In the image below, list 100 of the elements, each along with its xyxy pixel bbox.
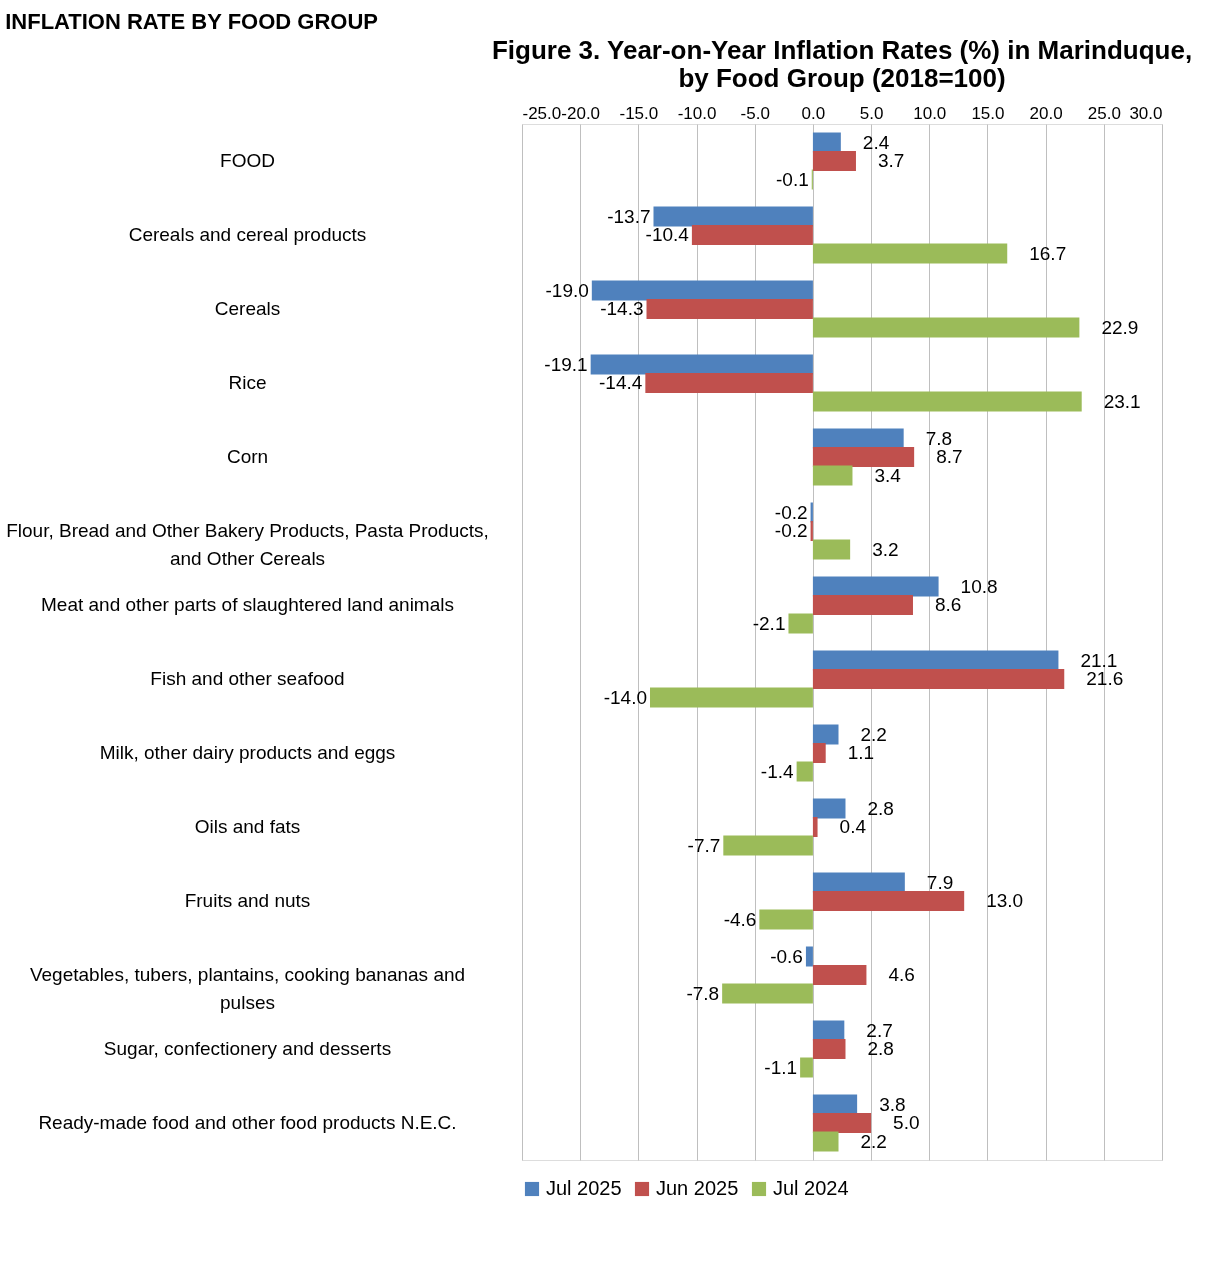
bar bbox=[805, 946, 813, 967]
bar bbox=[653, 206, 813, 227]
text: by Food Group (2018=100) bbox=[678, 63, 1006, 93]
bar bbox=[723, 835, 813, 856]
bar bbox=[812, 1039, 846, 1059]
data-label: -19.0 bbox=[545, 279, 589, 301]
bar bbox=[812, 243, 1008, 264]
data-label: -4.6 bbox=[723, 908, 757, 930]
data-label: 4.6 bbox=[888, 964, 915, 985]
data-label: 2.8 bbox=[867, 1038, 894, 1059]
data-label: 2.7 bbox=[866, 1019, 893, 1041]
bar bbox=[722, 983, 813, 1004]
data-label: 2.4 bbox=[862, 131, 890, 153]
bar bbox=[812, 743, 826, 763]
data-label: -14.0 bbox=[603, 686, 647, 708]
bar bbox=[812, 317, 1080, 338]
data-label: 2.2 bbox=[860, 1130, 887, 1152]
data-label: 3.8 bbox=[879, 1093, 906, 1115]
data-label: 13.0 bbox=[986, 890, 1024, 911]
y-tick-label: FOOD bbox=[220, 150, 275, 171]
bar bbox=[645, 373, 813, 393]
data-label: 8.6 bbox=[934, 594, 962, 615]
bar bbox=[812, 1113, 872, 1133]
legend-label: Jul 2024 bbox=[773, 1177, 849, 1199]
data-label: 3.2 bbox=[872, 538, 899, 560]
bar bbox=[812, 391, 1082, 412]
bar bbox=[812, 724, 839, 745]
bar bbox=[590, 354, 813, 375]
data-label: 21.6 bbox=[1086, 668, 1124, 689]
x-tick-label: -25.0 bbox=[522, 103, 562, 123]
data-label: -14.4 bbox=[599, 372, 643, 393]
x-tick-label: 0.0 bbox=[801, 103, 826, 123]
y-tick-label: Sugar, confectionery and desserts bbox=[103, 1038, 392, 1059]
data-label: -1.4 bbox=[760, 760, 795, 782]
bar bbox=[812, 132, 841, 153]
y-tick-label: Cereals and cereal products bbox=[128, 224, 367, 245]
bar bbox=[812, 1131, 839, 1152]
y-tick-label: Ready-made food and other food products N.E.C. bbox=[38, 1112, 457, 1133]
data-label: -7.7 bbox=[687, 834, 721, 856]
y-tick-label: Vegetables, tubers, plantains, cooking bananas and pulses bbox=[29, 964, 466, 1013]
data-label: 16.7 bbox=[1029, 242, 1067, 264]
y-tick-label: Corn bbox=[226, 446, 269, 467]
text: INFLATION RATE BY FOOD GROUP bbox=[5, 8, 378, 34]
bar bbox=[812, 447, 915, 467]
data-label: 7.8 bbox=[925, 427, 953, 449]
data-label: -0.2 bbox=[774, 520, 808, 541]
bar bbox=[812, 151, 856, 171]
data-label: -0.6 bbox=[770, 945, 803, 967]
data-label: -0.2 bbox=[774, 501, 808, 523]
data-label: 7.9 bbox=[926, 871, 954, 893]
bar bbox=[812, 872, 905, 893]
data-label: -13.7 bbox=[607, 205, 651, 227]
x-tick-label: 25.0 bbox=[1087, 103, 1121, 123]
data-label: -0.1 bbox=[776, 168, 809, 190]
bar bbox=[691, 225, 813, 245]
bar bbox=[591, 280, 813, 301]
data-label: -2.1 bbox=[752, 612, 786, 634]
bar bbox=[812, 817, 818, 837]
data-label: 23.1 bbox=[1103, 390, 1141, 412]
y-tick-label: Oils and fats bbox=[194, 816, 301, 837]
x-tick-label: 10.0 bbox=[913, 103, 947, 123]
x-tick-label: -15.0 bbox=[619, 103, 659, 123]
bar bbox=[812, 798, 846, 819]
data-label: 3.4 bbox=[874, 464, 902, 486]
y-tick-label: Rice bbox=[228, 372, 267, 393]
data-label: -1.1 bbox=[764, 1056, 798, 1078]
bar bbox=[812, 965, 867, 985]
bar bbox=[812, 595, 913, 615]
bar bbox=[796, 761, 813, 782]
x-tick-label: -10.0 bbox=[677, 103, 717, 123]
x-tick-label: 30.0 bbox=[1129, 103, 1163, 123]
x-tick-label: 15.0 bbox=[971, 103, 1005, 123]
bar bbox=[800, 1057, 813, 1078]
bar bbox=[812, 576, 939, 597]
data-label: -10.4 bbox=[645, 224, 690, 245]
bar bbox=[646, 299, 813, 319]
data-label: 3.7 bbox=[877, 150, 905, 171]
x-tick-label: 20.0 bbox=[1029, 103, 1063, 123]
data-label: 8.7 bbox=[936, 446, 963, 467]
data-label: 2.8 bbox=[867, 797, 894, 819]
data-label: 2.2 bbox=[860, 723, 887, 745]
x-tick-label: 5.0 bbox=[859, 103, 884, 123]
data-label: 0.4 bbox=[839, 816, 867, 837]
bar bbox=[812, 539, 851, 560]
bar bbox=[812, 1094, 858, 1115]
data-label: 1.1 bbox=[847, 742, 875, 763]
data-label: 21.1 bbox=[1080, 649, 1118, 671]
bar bbox=[650, 687, 813, 708]
bar bbox=[812, 891, 965, 911]
data-label: 10.8 bbox=[960, 575, 998, 597]
data-label: 5.0 bbox=[893, 1112, 920, 1133]
x-tick-label: -5.0 bbox=[740, 103, 770, 123]
data-label: -19.1 bbox=[544, 353, 588, 375]
x-tick-label: -20.0 bbox=[561, 103, 601, 123]
legend-label: Jun 2025 bbox=[656, 1177, 739, 1199]
legend-label: Jul 2025 bbox=[546, 1177, 622, 1199]
y-tick-label: Flour, Bread and Other Bakery Products, Pasta Products, and Other Cereals bbox=[6, 520, 489, 569]
y-tick-label: Meat and other parts of slaughtered land animals bbox=[41, 594, 454, 615]
bar bbox=[812, 428, 904, 449]
y-tick-label: Fish and other seafood bbox=[150, 668, 345, 689]
